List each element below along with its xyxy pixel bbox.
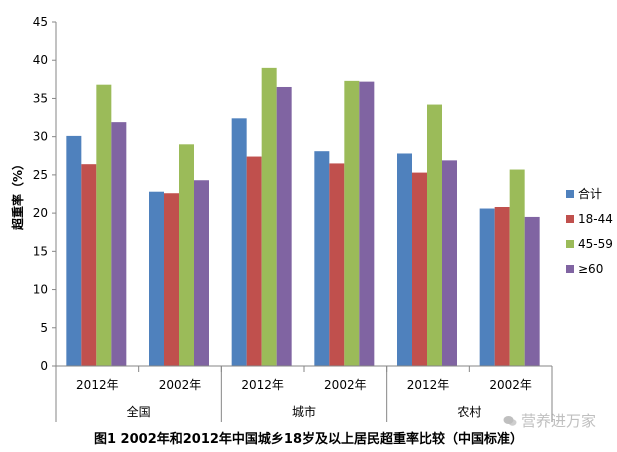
bar bbox=[111, 122, 127, 367]
y-axis-label: 超重率（%） bbox=[10, 158, 25, 231]
legend-swatch bbox=[566, 265, 574, 273]
legend-label: 合计 bbox=[578, 186, 602, 201]
bar bbox=[509, 169, 525, 366]
watermark-text: 营养进万家 bbox=[521, 412, 597, 430]
bar bbox=[412, 172, 427, 366]
y-tick-label: 20 bbox=[33, 206, 48, 220]
bar bbox=[149, 191, 164, 366]
x-tick-label: 2002年 bbox=[159, 378, 202, 392]
bar bbox=[231, 118, 247, 366]
legend-swatch bbox=[566, 215, 574, 223]
x-tick-label: 2012年 bbox=[241, 378, 284, 392]
x-tick-label: 2002年 bbox=[489, 378, 532, 392]
axes bbox=[55, 22, 552, 422]
legend-swatch bbox=[566, 190, 574, 198]
bar bbox=[96, 84, 112, 366]
bar bbox=[164, 193, 179, 366]
x-tick-label: 2012年 bbox=[76, 378, 119, 392]
y-tick-label: 35 bbox=[33, 91, 48, 105]
bar bbox=[81, 164, 97, 366]
bar bbox=[397, 153, 412, 366]
bar bbox=[261, 67, 277, 366]
bar bbox=[494, 206, 510, 366]
wechat-icon bbox=[503, 416, 517, 426]
y-tick-label: 45 bbox=[33, 15, 48, 29]
bar bbox=[276, 86, 292, 366]
bars bbox=[66, 67, 540, 367]
legend-swatch bbox=[566, 240, 574, 248]
y-tick-label: 30 bbox=[33, 130, 48, 144]
group-label: 城市 bbox=[292, 404, 316, 419]
bar bbox=[246, 156, 262, 366]
x-tick-label: 2012年 bbox=[407, 378, 450, 392]
bar bbox=[524, 216, 540, 366]
bar bbox=[194, 180, 209, 366]
bar bbox=[344, 80, 360, 367]
bar bbox=[179, 144, 194, 366]
group-label: 农村 bbox=[457, 405, 481, 419]
bar bbox=[442, 160, 457, 366]
y-tick-label: 25 bbox=[33, 168, 48, 182]
legend: 合计 18-44 45-59 ≥60 bbox=[566, 186, 613, 276]
x-tick-label: 2002年 bbox=[324, 378, 367, 392]
legend-label: 18-44 bbox=[578, 212, 613, 226]
y-tick-label: 5 bbox=[40, 321, 48, 335]
bar bbox=[314, 151, 330, 366]
y-tick-label: 40 bbox=[33, 53, 48, 67]
figure-caption: 图1 2002年和2012年中国城乡18岁及以上居民超重率比较（中国标准） bbox=[93, 432, 524, 447]
y-tick-label: 15 bbox=[33, 244, 48, 258]
bar bbox=[427, 104, 442, 366]
bar bbox=[479, 208, 495, 366]
y-tick-label: 10 bbox=[33, 283, 48, 297]
y-axis-ticks: 0 5 10 15 20 25 30 35 40 45 bbox=[33, 15, 56, 373]
bar bbox=[359, 81, 375, 367]
legend-label: 45-59 bbox=[578, 237, 613, 251]
legend-label: ≥60 bbox=[578, 262, 603, 276]
bar bbox=[66, 135, 82, 366]
group-label: 全国 bbox=[127, 404, 151, 419]
y-tick-label: 0 bbox=[40, 359, 48, 373]
watermark: 营养进万家 bbox=[503, 410, 596, 431]
bar bbox=[329, 163, 345, 366]
